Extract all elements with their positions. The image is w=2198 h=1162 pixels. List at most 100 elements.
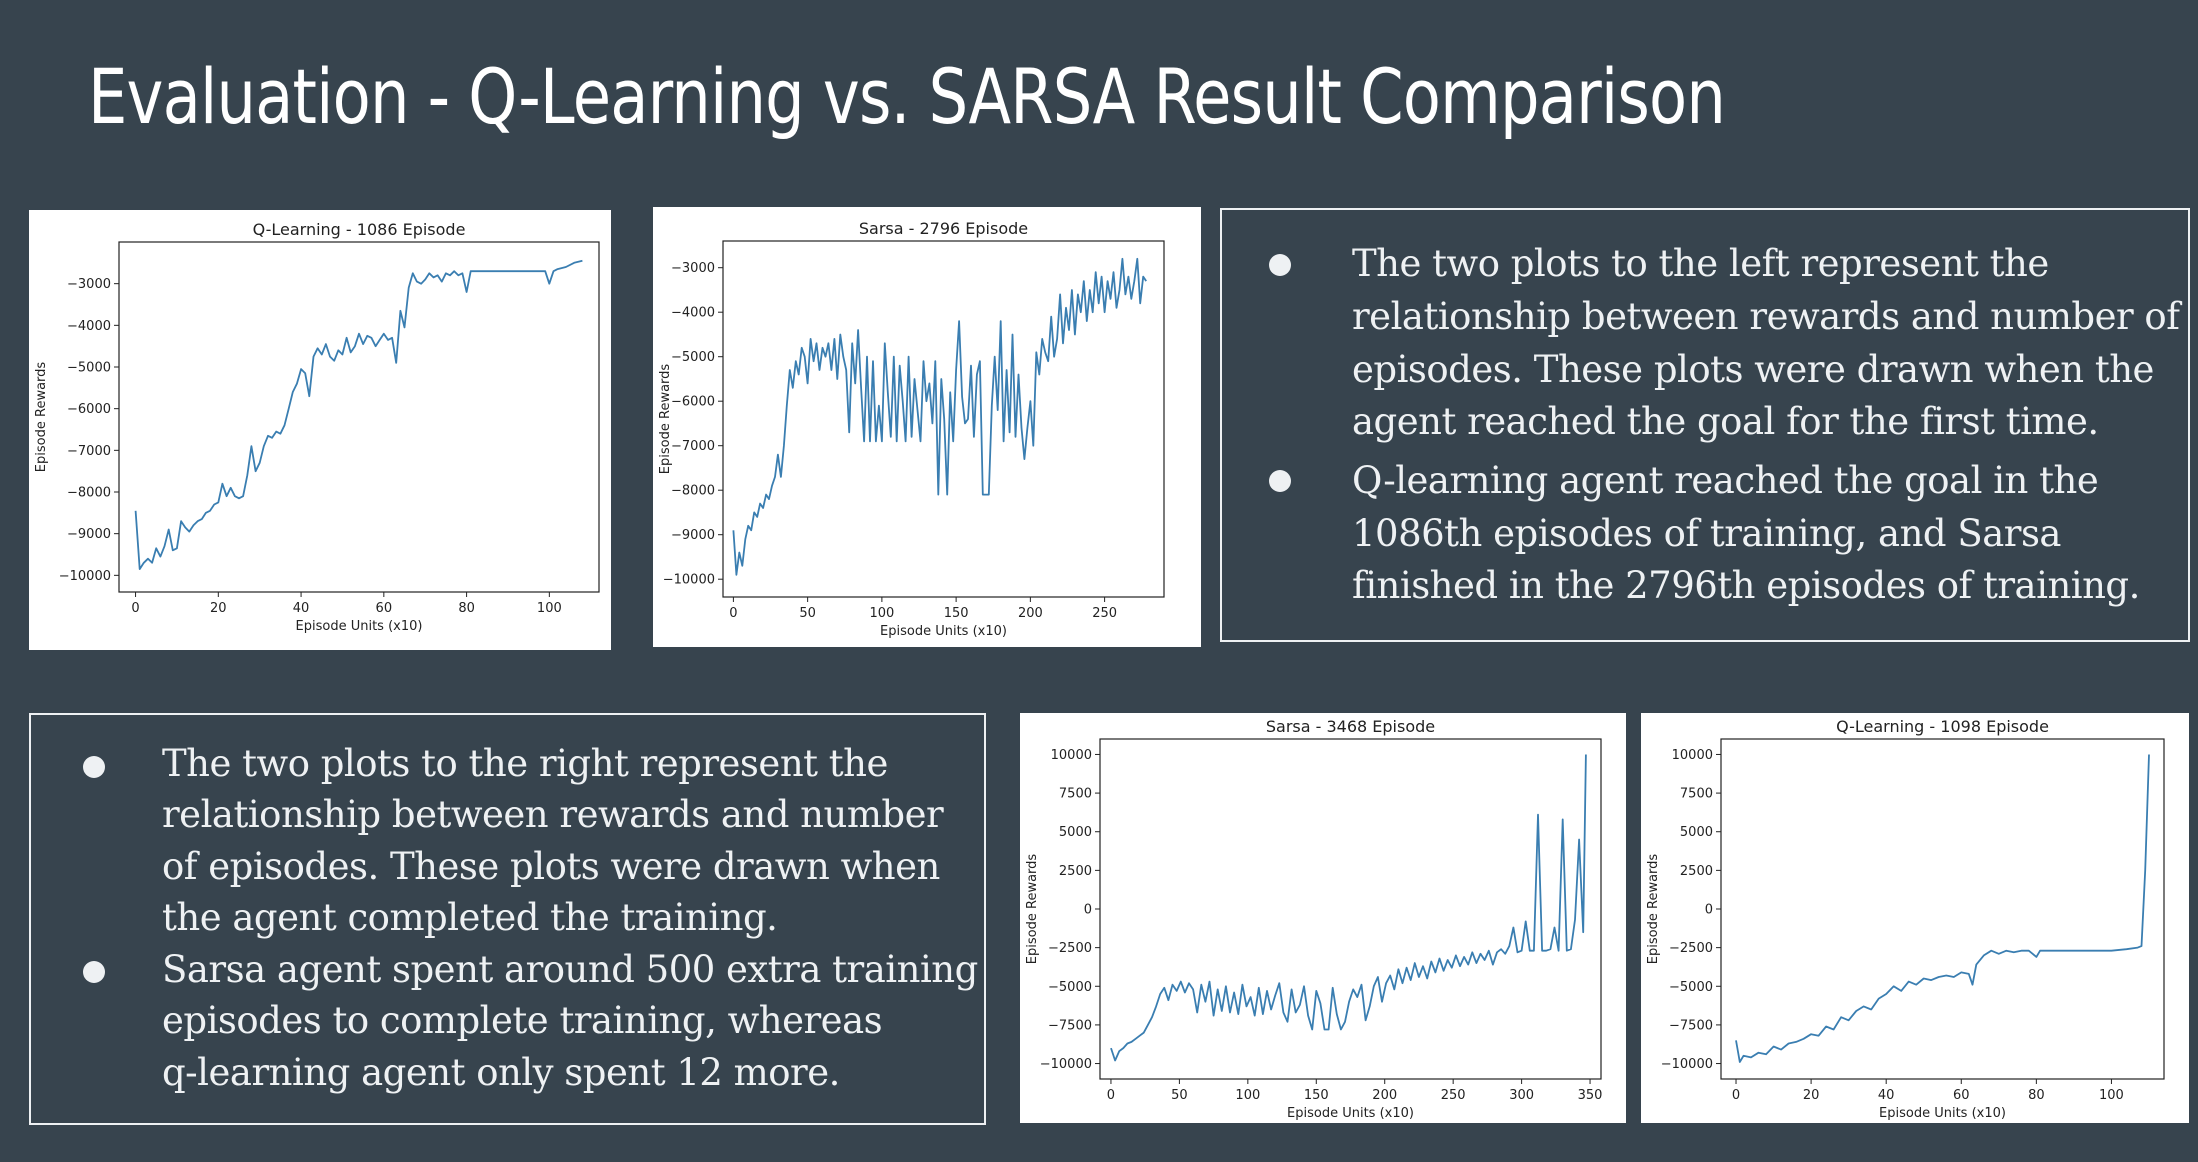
x-tick-label: 0 (1732, 1088, 1740, 1103)
y-tick-label: −5000 (1048, 980, 1092, 995)
y-tick-label: 5000 (1059, 825, 1092, 840)
bullet-icon (83, 756, 105, 778)
x-tick-label: 20 (1803, 1088, 1820, 1103)
bullet-line: The two plots to the left represent the (1352, 242, 2049, 285)
y-tick-label: −2500 (1669, 941, 1713, 956)
x-tick-label: 200 (1018, 606, 1043, 621)
x-tick-label: 0 (729, 606, 737, 621)
x-tick-label: 50 (1171, 1088, 1188, 1103)
y-tick-label: 7500 (1059, 787, 1092, 802)
bullet-line: The two plots to the right represent the (162, 742, 888, 785)
bullet-line: Sarsa agent spent around 500 extra train… (162, 948, 978, 991)
plot-frame (722, 240, 1165, 598)
chart-sarsa-3468: Sarsa - 3468 Episode 0 50 100 150 200 250 300 35… (1020, 713, 1626, 1123)
x-tick-label: 300 (1509, 1088, 1534, 1103)
x-tick-label: 250 (1441, 1088, 1466, 1103)
plot-frame (1099, 738, 1602, 1080)
y-tick-label: −7500 (1669, 1018, 1713, 1033)
series-line (134, 259, 583, 571)
chart-svg: Sarsa - 3468 Episode 0 50 100 150 200 250 300 35… (1025, 717, 1603, 1121)
x-tick-label: 60 (376, 601, 393, 616)
y-tick-label: −7500 (1048, 1018, 1092, 1033)
bullet-line: episodes. These plots were drawn when th… (1352, 348, 2154, 391)
y-tick-label: −10000 (663, 573, 715, 588)
bullet-line: 1086th episodes of training, and Sarsa (1352, 512, 2062, 555)
y-tick-label: −6000 (671, 395, 715, 410)
x-tick-label: 100 (2099, 1088, 2124, 1103)
y-tick-label: −5000 (1669, 980, 1713, 995)
x-tick-label: 80 (458, 601, 475, 616)
x-tick-label: 150 (944, 606, 969, 621)
x-tick-label: 40 (1878, 1088, 1895, 1103)
x-tick-label: 350 (1578, 1088, 1603, 1103)
y-tick-label: 5000 (1680, 825, 1713, 840)
y-tick-label: −8000 (67, 486, 111, 501)
chart-sarsa-2796: Sarsa - 2796 Episode 0 50 100 150 200 250 −3000… (653, 207, 1201, 647)
y-tick-label: −6000 (67, 402, 111, 417)
y-tick-label: −5000 (67, 361, 111, 376)
x-tick-label: 50 (799, 606, 816, 621)
chart-svg: Sarsa - 2796 Episode 0 50 100 150 200 250 −3000… (658, 219, 1165, 639)
y-tick-label: −8000 (671, 484, 715, 499)
y-axis-label: Episode Rewards (34, 362, 49, 473)
plot-frame (1720, 738, 2165, 1080)
x-tick-label: 0 (131, 601, 139, 616)
y-tick-label: −9000 (67, 527, 111, 542)
y-tick-label: −9000 (671, 528, 715, 543)
x-tick-label: 0 (1107, 1088, 1115, 1103)
x-axis-label: Episode Units (x10) (880, 624, 1007, 639)
x-tick-label: 60 (1953, 1088, 1970, 1103)
y-tick-label: −2500 (1048, 941, 1092, 956)
y-tick-label: 7500 (1680, 787, 1713, 802)
plot-frame (118, 241, 600, 593)
x-axis-label: Episode Units (x10) (1879, 1106, 2006, 1121)
y-tick-label: −7000 (671, 439, 715, 454)
series-line (732, 257, 1147, 576)
bullet-icon (1269, 470, 1291, 492)
bullet-line: finished in the 2796th episodes of train… (1352, 564, 2140, 607)
y-tick-label: −4000 (671, 306, 715, 321)
textbox-bottom-left[interactable]: The two plots to the right represent the… (29, 713, 986, 1125)
slide-title: Evaluation - Q-Learning vs. SARSA Result… (88, 52, 1726, 141)
bullet-line: q-learning agent only spent 12 more. (162, 1051, 840, 1094)
x-tick-label: 100 (869, 606, 894, 621)
x-tick-label: 150 (1304, 1088, 1329, 1103)
bullet-line: agent reached the goal for the first tim… (1352, 400, 2099, 443)
bullet-line: relationship between rewards and number … (1352, 295, 2180, 338)
y-tick-label: −10000 (1661, 1057, 1713, 1072)
chart-qlearning-1098: Q-Learning - 1098 Episode 0 20 40 60 80 100 100… (1641, 713, 2189, 1123)
series-line (1735, 754, 2150, 1063)
y-tick-label: −3000 (671, 261, 715, 276)
chart-title: Sarsa - 2796 Episode (859, 219, 1028, 238)
bullet-line: the agent completed the training. (162, 896, 778, 939)
x-tick-label: 80 (2028, 1088, 2045, 1103)
bullet-icon (1269, 254, 1291, 276)
chart-title: Q-Learning - 1086 Episode (253, 220, 466, 239)
y-axis-label: Episode Rewards (1646, 854, 1661, 965)
bullet-line: episodes to complete training, whereas (162, 999, 883, 1042)
bullet-line: Q-learning agent reached the goal in the (1352, 459, 2099, 502)
bullet-line: of episodes. These plots were drawn when (162, 845, 940, 888)
y-tick-label: −4000 (67, 319, 111, 334)
y-tick-label: 10000 (1672, 748, 1713, 763)
x-tick-label: 200 (1372, 1088, 1397, 1103)
y-tick-label: −10000 (59, 569, 111, 584)
series-line (1110, 754, 1587, 1062)
x-tick-label: 250 (1092, 606, 1117, 621)
y-tick-label: −7000 (67, 444, 111, 459)
y-tick-label: 2500 (1059, 864, 1092, 879)
y-tick-label: −5000 (671, 350, 715, 365)
y-tick-label: 0 (1084, 903, 1092, 918)
x-tick-label: 100 (537, 601, 562, 616)
chart-svg: Q-Learning - 1086 Episode 0 20 40 80 100 60 −30… (34, 220, 600, 634)
y-axis-label: Episode Rewards (1025, 854, 1040, 965)
bullet-icon (83, 961, 105, 983)
bullet-line: relationship between rewards and number (162, 793, 944, 836)
x-axis-label: Episode Units (x10) (1287, 1106, 1414, 1121)
chart-svg: Q-Learning - 1098 Episode 0 20 40 60 80 100 100… (1646, 717, 2165, 1121)
y-tick-label: 10000 (1051, 748, 1092, 763)
y-axis-label: Episode Rewards (658, 364, 673, 475)
textbox-top-right[interactable]: The two plots to the left represent the … (1220, 208, 2190, 642)
chart-title: Q-Learning - 1098 Episode (1836, 717, 2049, 736)
y-tick-label: −3000 (67, 277, 111, 292)
